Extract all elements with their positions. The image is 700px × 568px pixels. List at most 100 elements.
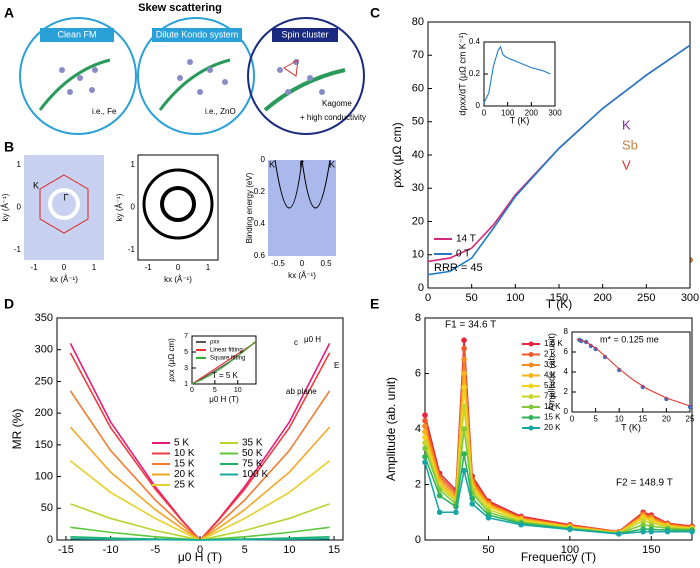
chart: 0 5 10 15 20 25 0 2 4 6 8 T (K) Amplitude (ab. unit)… — [546, 327, 695, 432]
panel-label: A — [4, 5, 14, 21]
x-tick-label: -15 — [58, 544, 74, 556]
annotation: m* = 0.125 me — [600, 334, 659, 344]
map-xtick: 1 — [92, 263, 97, 272]
y-tick-label: 0 — [47, 534, 53, 546]
x-tick-label: 50 — [466, 292, 478, 304]
legend-label: 20 K — [544, 423, 561, 432]
x-axis-label: μ0 H (T) — [209, 395, 239, 404]
x-tick-label: 5 — [242, 544, 248, 556]
map-xlabel: kx (Å⁻¹) — [50, 275, 78, 284]
x-tick-label: 300 — [681, 292, 699, 304]
legend-marker — [528, 404, 534, 410]
data-point — [422, 459, 428, 466]
data-point — [469, 501, 476, 507]
data-point — [422, 445, 428, 452]
box-label: Clean FM — [57, 29, 96, 39]
legend-label: 5 K — [544, 381, 557, 390]
series-line — [427, 44, 691, 276]
series-line — [70, 537, 330, 541]
legend-label: 10 K — [174, 448, 195, 459]
data-point — [422, 423, 428, 430]
map-ylabel: Binding energy (eV) — [245, 172, 254, 243]
legend-label: 100 K — [242, 469, 268, 480]
x-tick-label: 10 — [283, 544, 295, 556]
map-xtick: -1 — [30, 263, 38, 272]
figure-title: Skew scattering — [138, 2, 222, 14]
data-point — [640, 528, 646, 535]
y-tick-label: 0 — [415, 534, 421, 546]
map-ytick: -1 — [128, 245, 136, 254]
map-ytick: 0.6 — [254, 251, 266, 260]
plot-frame — [191, 335, 257, 385]
annotation: Sb — [622, 137, 638, 152]
x-tick-label: 20 — [662, 414, 671, 423]
legend-marker — [528, 341, 534, 347]
series-line — [483, 45, 551, 104]
plot-frame — [483, 41, 556, 107]
legend-label: 35 K — [242, 438, 263, 449]
map-xtick: 0 — [176, 263, 181, 272]
box-label: Dilute Kondo system — [156, 29, 239, 39]
series-line — [576, 338, 691, 407]
box-note: i.e., Fe — [92, 107, 117, 116]
x-tick-label: 100 — [506, 292, 524, 304]
y-tick-label: 8 — [415, 312, 421, 324]
legend-marker — [528, 362, 534, 368]
map-point: Γ — [300, 159, 305, 169]
y-tick-label: 0 — [418, 282, 424, 294]
map-ytick: -1 — [14, 245, 22, 254]
data-point — [518, 521, 524, 528]
y-tick-label: 40 — [412, 149, 424, 161]
map-ylabel: ky (Å⁻¹) — [1, 193, 10, 221]
y-tick-label: 50 — [41, 502, 53, 514]
y-tick-label: 250 — [35, 375, 53, 387]
data-point — [461, 337, 467, 344]
data-point — [422, 417, 428, 424]
y-tick-label: 7 — [184, 333, 188, 340]
data-point — [461, 370, 467, 377]
data-point — [436, 509, 443, 516]
y-tick-label: 70 — [412, 49, 424, 61]
map-xtick: 0.5 — [320, 259, 332, 268]
x-tick-label: 10 — [234, 387, 242, 394]
panel-label: E — [370, 296, 379, 312]
x-tick-label: 0 — [570, 414, 575, 423]
series-line — [191, 341, 257, 385]
y-tick-label: 0.2 — [469, 69, 481, 78]
x-tick-label: 5 — [213, 387, 217, 394]
x-tick-label: -5 — [150, 544, 160, 556]
panel-label: D — [4, 296, 14, 312]
data-point — [461, 467, 467, 474]
annotation: V — [622, 157, 631, 172]
data-point — [602, 354, 608, 360]
legend-label: 10 K — [544, 402, 561, 411]
y-tick-label: 8 — [564, 327, 569, 336]
x-tick-label: 150 — [550, 292, 568, 304]
map-xtick: -0.5 — [271, 259, 285, 268]
y-axis-label: Amplitude (ab. unit) — [384, 377, 398, 481]
data-point — [461, 451, 467, 457]
y-tick-label: 150 — [35, 439, 53, 451]
legend-marker — [528, 394, 534, 399]
data-point — [461, 345, 467, 352]
y-tick-label: 6 — [564, 347, 569, 356]
annotation: E — [334, 361, 339, 370]
x-tick-label: 250 — [637, 292, 655, 304]
chart: 0 100 200 300 0 0.2 0.4 T (K) dρxx/dT (μΩ cm K⁻¹… — [457, 32, 562, 125]
map-ytick: 0.4 — [254, 219, 266, 228]
x-tick-label: 0 — [425, 292, 431, 304]
map-point: K — [33, 180, 39, 190]
x-tick-label: 10 — [615, 414, 624, 423]
data-point — [461, 426, 467, 432]
y-tick-label: 0 — [476, 101, 481, 110]
y-tick-label: 10 — [412, 249, 424, 261]
legend-label: 20 K — [174, 469, 195, 480]
y-tick-label: 0.4 — [469, 37, 481, 46]
y-tick-label: 30 — [412, 182, 424, 194]
y-tick-label: 100 — [35, 470, 53, 482]
y-tick-label: 350 — [35, 312, 53, 324]
legend-label: 0 T — [456, 249, 470, 260]
plot-frame — [427, 21, 691, 289]
data-point — [461, 356, 467, 363]
x-tick-label: 100 — [501, 108, 515, 117]
